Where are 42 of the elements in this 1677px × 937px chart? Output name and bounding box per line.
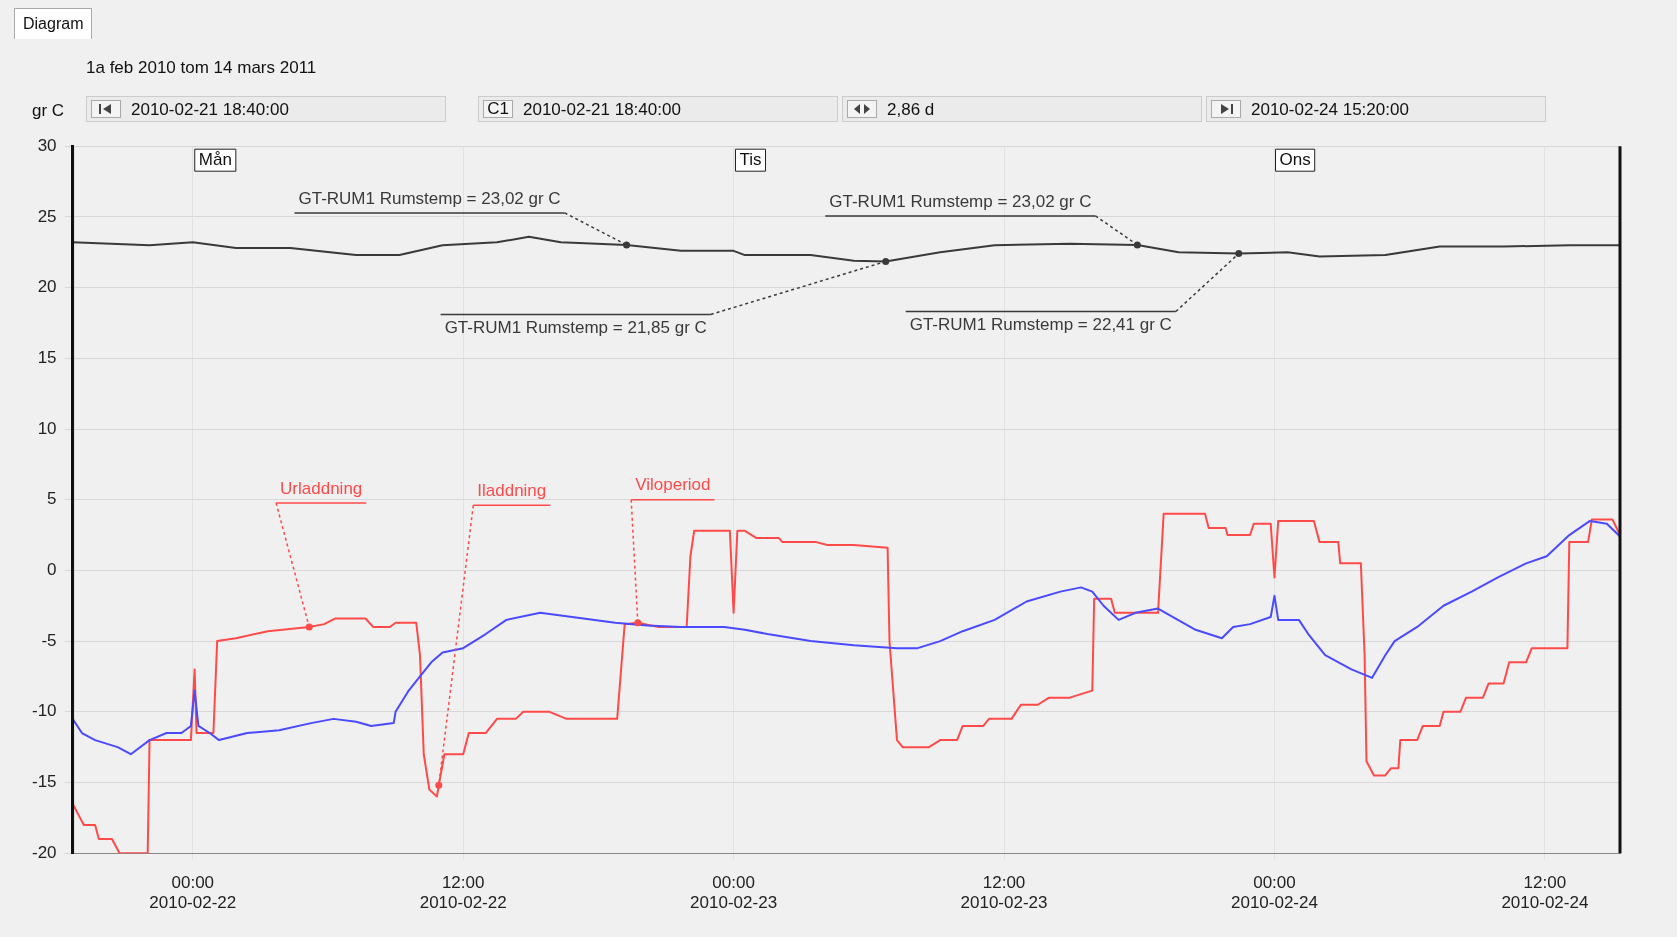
y-tick-label: 25 bbox=[37, 206, 57, 226]
y-tick-label: -15 bbox=[31, 772, 57, 792]
x-tick-label: 12:00 2010-02-24 bbox=[1501, 873, 1589, 913]
text: 2010-02-21 18:40:00 bbox=[131, 100, 289, 119]
annotation: Tis bbox=[739, 149, 762, 169]
text: C1 bbox=[483, 99, 513, 118]
text: 2,86 d bbox=[887, 100, 935, 119]
text: Diagram bbox=[14, 8, 93, 39]
y-tick-label: 30 bbox=[37, 135, 57, 155]
x-tick-label: 12:00 2010-02-22 bbox=[419, 873, 507, 913]
point bbox=[882, 257, 890, 265]
annotation: Iladdning bbox=[477, 481, 547, 501]
y-axis-title: gr C bbox=[32, 101, 65, 121]
y-tick-label: 15 bbox=[37, 347, 57, 367]
x-tick-label: 12:00 2010-02-23 bbox=[960, 873, 1048, 913]
text: 2010-02-21 18:40:00 bbox=[523, 100, 681, 119]
point bbox=[305, 623, 313, 631]
y-tick-label: 0 bbox=[47, 560, 57, 580]
annotation: Ons bbox=[1279, 149, 1311, 169]
y-tick-label: 10 bbox=[37, 418, 57, 438]
annotation: GT-RUM1 Rumstemp = 23,02 gr C bbox=[298, 188, 561, 208]
y-tick-label: -10 bbox=[31, 701, 57, 721]
y-tick-label: -20 bbox=[31, 842, 57, 862]
point bbox=[435, 781, 443, 789]
y-tick-label: 5 bbox=[47, 489, 57, 509]
text: 2010-02-24 15:20:00 bbox=[1251, 100, 1409, 119]
point bbox=[1235, 250, 1243, 258]
annotation: Mån bbox=[198, 149, 232, 169]
chart-title: 1a feb 2010 tom 14 mars 2011 bbox=[86, 58, 317, 78]
y-tick-label: 20 bbox=[37, 277, 57, 297]
y-tick-label: -5 bbox=[41, 630, 57, 650]
x-tick-label: 00:00 2010-02-23 bbox=[690, 873, 778, 913]
annotation: Urladdning bbox=[280, 478, 363, 498]
annotation: GT-RUM1 Rumstemp = 23,02 gr C bbox=[829, 191, 1092, 211]
annotation: Viloperiod bbox=[635, 475, 711, 495]
point bbox=[634, 619, 642, 627]
x-tick-label: 00:00 2010-02-24 bbox=[1230, 873, 1318, 913]
x-tick-label: 00:00 2010-02-22 bbox=[149, 873, 237, 913]
annotation: GT-RUM1 Rumstemp = 22,41 gr C bbox=[909, 315, 1172, 335]
annotation: GT-RUM1 Rumstemp = 21,85 gr C bbox=[444, 318, 707, 338]
point bbox=[623, 241, 631, 249]
point bbox=[1133, 241, 1141, 249]
